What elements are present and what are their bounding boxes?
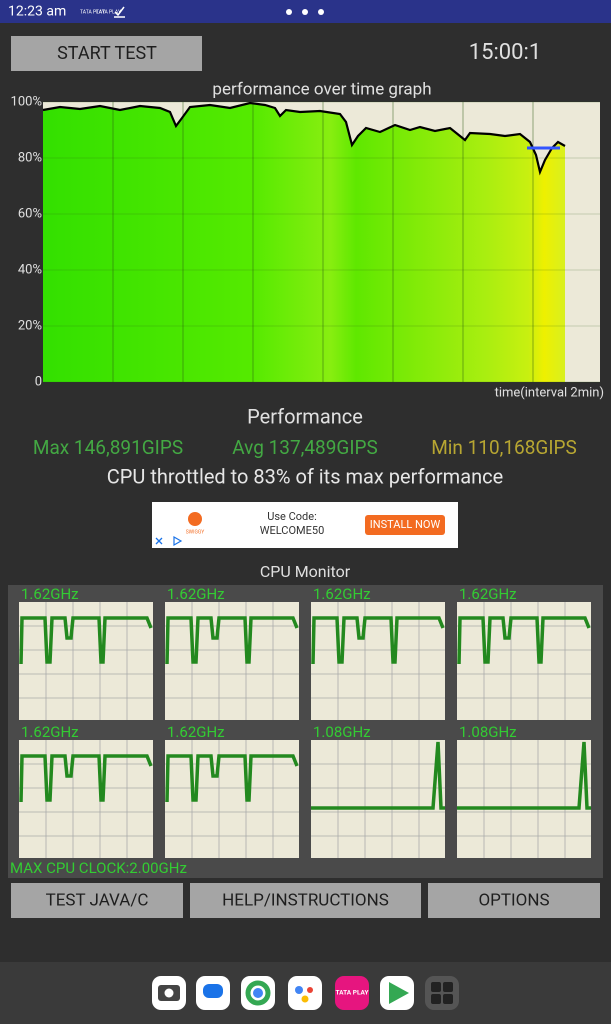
y-axis-label: 40% — [18, 262, 42, 277]
status-time: 12:23 am — [8, 4, 66, 20]
status-icon — [114, 6, 125, 18]
min-value: Min 110,168GIPS — [431, 436, 577, 459]
max-cpu-clock: MAX CPU CLOCK:2.00GHz — [10, 859, 187, 877]
core-frequency: 1.62GHz — [167, 723, 225, 741]
core-frequency: 1.08GHz — [459, 723, 517, 741]
core-graph — [165, 740, 299, 858]
button[interactable] — [11, 883, 183, 918]
dot — [302, 9, 308, 15]
status-icon: TATA PLAY — [80, 9, 105, 15]
y-axis-label: 0 — [35, 374, 42, 389]
graph-title: performance over time graph — [212, 79, 431, 99]
core-graph-area — [311, 740, 445, 858]
core-line — [165, 616, 299, 665]
core-line — [457, 741, 591, 810]
core-line — [19, 754, 153, 803]
button[interactable] — [428, 883, 600, 918]
y-axis-label: 80% — [18, 150, 42, 165]
icon-glyph — [307, 987, 313, 993]
app-icon[interactable] — [288, 976, 322, 1010]
icon-glyph — [301, 995, 309, 1003]
core-graph-area — [19, 740, 153, 858]
ad-logo — [188, 512, 202, 526]
start-button[interactable] — [11, 36, 202, 71]
core-graph-area — [165, 740, 299, 858]
icon-glyph — [203, 984, 223, 998]
core-line — [165, 754, 299, 803]
button-label[interactable]: TEST JAVA/C — [46, 890, 149, 910]
ad-brand: SWIGGY — [186, 529, 205, 535]
core-graph-area — [165, 602, 299, 720]
core-line — [311, 741, 445, 810]
dot — [318, 9, 324, 15]
icon-glyph — [443, 994, 453, 1004]
x-axis-label: time(interval 2min) — [495, 385, 604, 400]
button-label[interactable]: HELP/INSTRUCTIONS — [222, 890, 389, 910]
max-value: Max 146,891GIPS — [33, 436, 183, 459]
ad-install-button[interactable] — [365, 515, 445, 535]
icon-glyph — [164, 988, 174, 998]
ad-choices[interactable] — [173, 535, 183, 547]
y-axis-label: 60% — [18, 206, 42, 221]
core-graph — [165, 602, 299, 720]
core-frequency: 1.62GHz — [167, 585, 225, 603]
cpu-monitor-title: CPU Monitor — [260, 562, 351, 581]
dot — [286, 9, 292, 15]
core-line — [311, 616, 445, 665]
core-frequency: 1.62GHz — [21, 585, 79, 603]
core-line — [19, 616, 153, 665]
app-icon[interactable] — [335, 976, 369, 1010]
icon-glyph — [431, 994, 441, 1004]
core-graph — [311, 602, 445, 720]
throttle-summary: CPU throttled to 83% of its max performa… — [107, 464, 503, 488]
button-label[interactable]: OPTIONS — [478, 890, 549, 910]
start-button-label[interactable]: START TEST — [57, 43, 157, 64]
status-icon: TATA PLAY — [96, 9, 121, 15]
core-frequency: 1.62GHz — [459, 585, 517, 603]
avg-value: Avg 137,489GIPS — [232, 436, 378, 459]
performance-fill — [43, 103, 565, 382]
icon-glyph — [253, 988, 263, 998]
core-frequency: 1.62GHz — [21, 723, 79, 741]
core-graph-area — [457, 602, 591, 720]
ad-close[interactable] — [155, 537, 163, 545]
core-graph-area — [457, 740, 591, 858]
ad-code: WELCOME50 — [260, 524, 325, 537]
icon-glyph — [245, 980, 271, 1006]
core-graph-area — [311, 602, 445, 720]
timer: 15:00:1 — [469, 40, 541, 65]
icon-glyph — [431, 982, 441, 992]
ad-text: Use Code: — [267, 510, 317, 523]
icon-glyph — [389, 982, 409, 1004]
button[interactable] — [190, 883, 421, 918]
core-graph — [19, 740, 153, 858]
core-graph-area — [19, 602, 153, 720]
ad-install-label[interactable]: INSTALL NOW — [370, 518, 441, 531]
core-graph — [19, 602, 153, 720]
core-graph — [311, 740, 445, 858]
icon-glyph — [295, 986, 303, 994]
core-graph — [457, 602, 591, 720]
core-frequency: 1.62GHz — [313, 585, 371, 603]
tata-play-icon-label: TATA PLAY — [335, 989, 369, 997]
icon-glyph — [443, 982, 453, 992]
performance-title: Performance — [247, 404, 363, 428]
y-axis-label: 100% — [11, 94, 42, 109]
core-frequency: 1.08GHz — [313, 723, 371, 741]
y-axis-label: 20% — [18, 318, 42, 333]
core-line — [457, 616, 591, 665]
performance-line — [42, 101, 566, 176]
core-graph — [457, 740, 591, 858]
app-icon[interactable] — [425, 976, 459, 1010]
